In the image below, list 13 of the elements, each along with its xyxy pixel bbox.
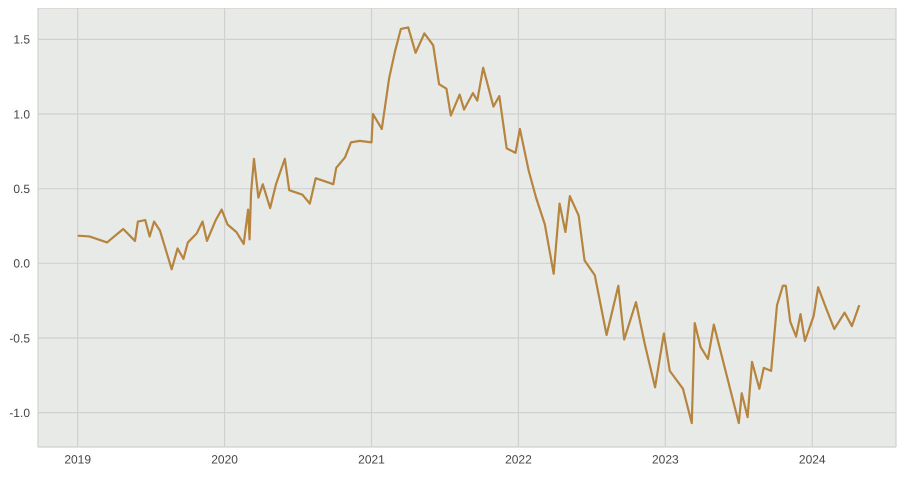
x-tick-label: 2022 [505, 452, 532, 467]
line-series [76, 26, 860, 424]
x-tick-label: 2020 [211, 452, 238, 467]
y-tick-label: -1.0 [9, 406, 30, 420]
y-tick-label: 0.0 [13, 256, 30, 271]
x-tick-label: 2021 [358, 452, 386, 467]
x-tick-label: 2024 [798, 452, 826, 467]
y-tick-label: 0.5 [13, 182, 30, 196]
y-tick-label: -0.5 [9, 331, 30, 346]
x-tick-label: 2023 [652, 452, 680, 467]
x-tick-label: 2019 [64, 452, 92, 467]
y-tick-label: 1.5 [13, 32, 30, 47]
y-tick-label: 1.0 [13, 107, 30, 122]
